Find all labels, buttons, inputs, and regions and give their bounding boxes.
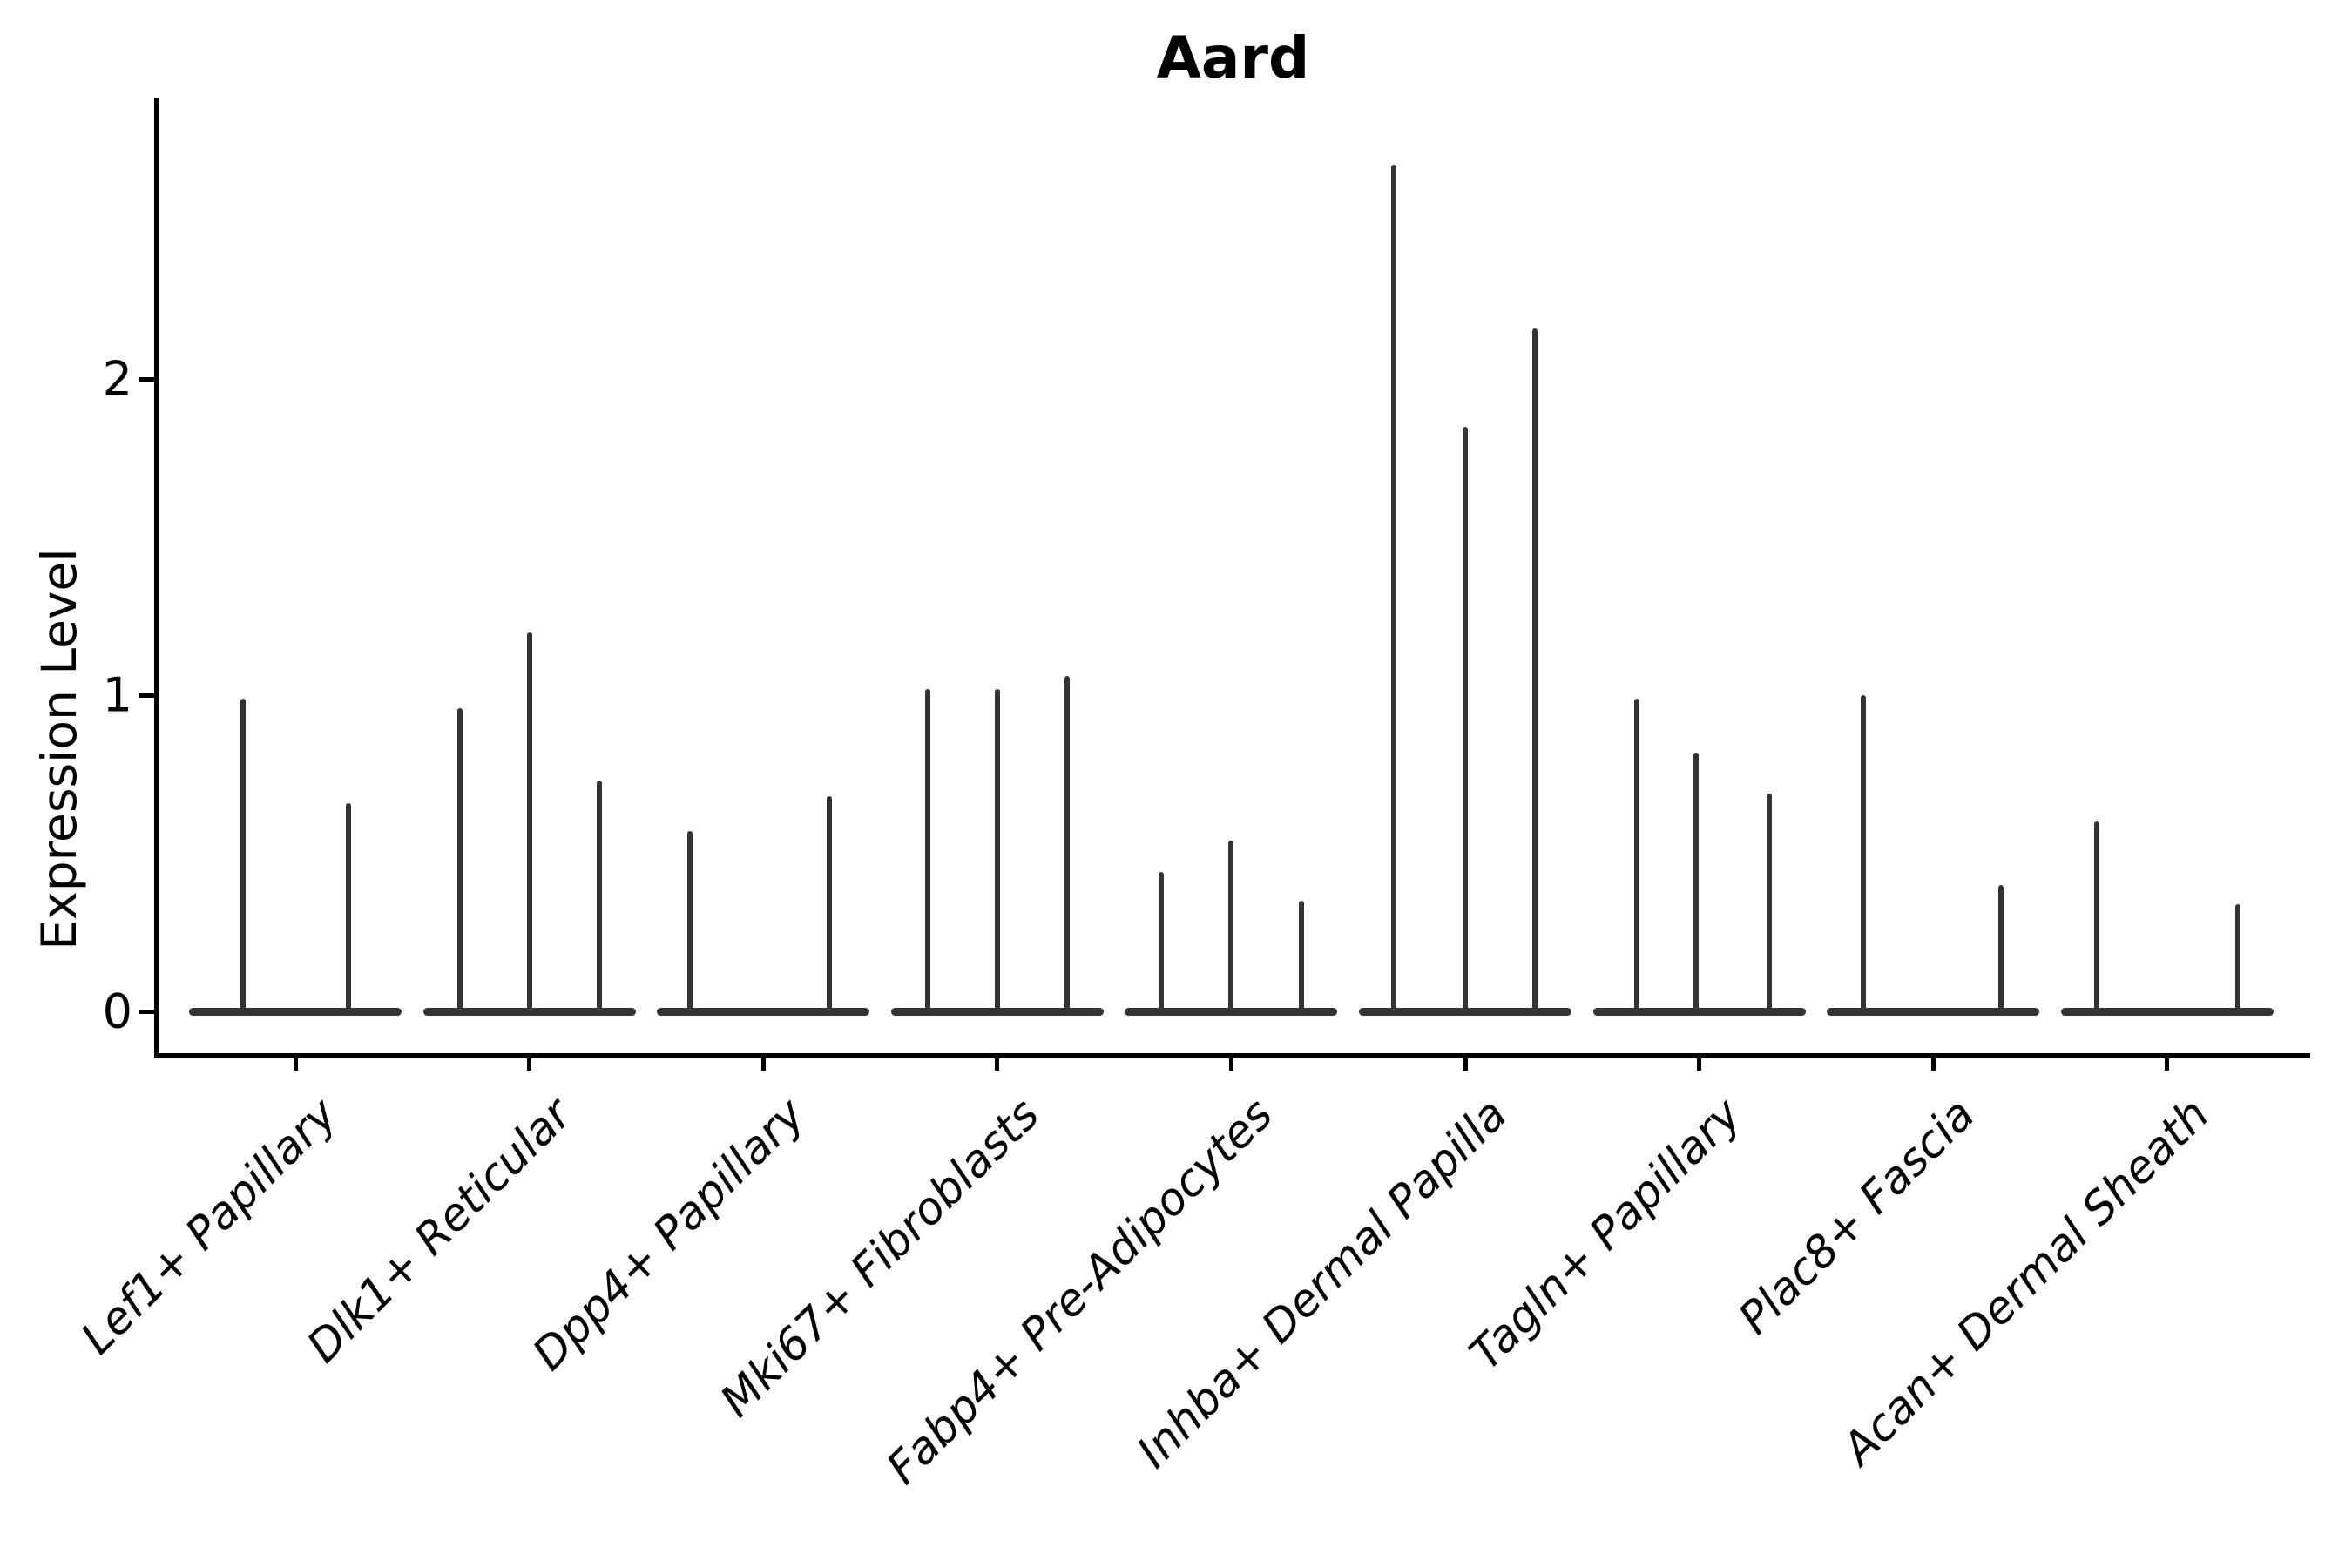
y-tick	[139, 693, 156, 698]
violin-spike	[1064, 676, 1070, 1011]
x-tick	[2165, 1056, 2170, 1071]
violin-spike	[1861, 695, 1867, 1011]
violin-spike	[994, 688, 1000, 1011]
y-tick-label: 2	[102, 351, 132, 407]
x-tick	[760, 1056, 766, 1071]
violin-spike	[1159, 872, 1165, 1011]
y-tick-label: 0	[102, 983, 132, 1039]
violin-base	[2060, 1007, 2274, 1016]
y-axis-spine	[154, 98, 159, 1058]
violin-base	[1592, 1007, 1806, 1016]
violin-spike	[2234, 903, 2240, 1011]
violin-spike	[456, 707, 463, 1011]
violin-spike	[1693, 752, 1699, 1011]
violin-base	[1827, 1007, 2040, 1016]
violin-spike	[1391, 164, 1396, 1011]
x-tick	[1463, 1056, 1468, 1071]
violin-spike	[924, 688, 930, 1011]
violin-spike	[827, 796, 833, 1011]
violin-base	[1125, 1007, 1338, 1016]
x-tick	[1697, 1056, 1702, 1071]
y-tick	[139, 1009, 156, 1014]
plot-title: Aard	[1156, 24, 1310, 91]
violin-spike	[1299, 901, 1305, 1011]
violin-base	[1359, 1007, 1571, 1016]
violin-spike	[2093, 821, 2099, 1011]
x-tick	[293, 1056, 298, 1071]
x-tick	[527, 1056, 532, 1071]
violin-spike	[1766, 793, 1772, 1011]
violin-spike	[240, 698, 246, 1011]
violin-base	[657, 1007, 870, 1016]
violin-spike	[1228, 841, 1234, 1011]
violin-base	[890, 1007, 1104, 1016]
violin-base	[189, 1007, 402, 1016]
y-axis-label: Expression Level	[31, 548, 87, 950]
violin-spike	[346, 802, 351, 1011]
violin-spike	[687, 831, 693, 1011]
x-tick	[1228, 1056, 1233, 1071]
violin-spike	[596, 781, 602, 1011]
violin-spike	[1998, 884, 2004, 1011]
violin-spike	[526, 632, 532, 1011]
x-tick	[995, 1056, 1000, 1071]
violin-base	[422, 1007, 636, 1016]
violin-spike	[1633, 698, 1639, 1011]
y-tick	[139, 376, 156, 382]
violin-spike	[1463, 426, 1468, 1011]
x-tick	[1930, 1056, 1936, 1071]
y-tick-label: 1	[102, 667, 132, 723]
violin-spike	[1532, 328, 1538, 1011]
